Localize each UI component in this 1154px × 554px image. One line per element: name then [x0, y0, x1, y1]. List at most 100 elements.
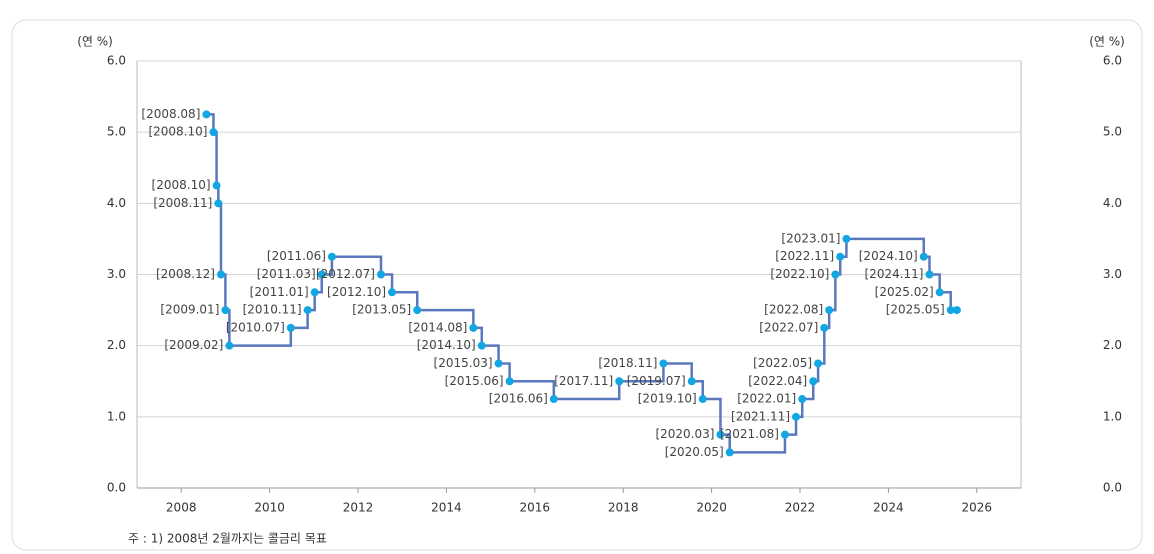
point-label: [2013.05] — [352, 303, 411, 317]
point — [842, 234, 851, 243]
point — [327, 252, 336, 261]
y-tick-label: 1.0 — [107, 409, 126, 423]
point — [212, 181, 221, 190]
y2-tick-label: 2.0 — [1103, 338, 1122, 352]
step-segment — [417, 308, 475, 328]
y-tick-label: 2.0 — [107, 338, 126, 352]
point-label: [2017.11] — [554, 374, 613, 388]
y-unit-right: (연 %) — [1089, 35, 1125, 49]
point-label: [2022.07] — [759, 320, 818, 334]
step-segment — [290, 310, 309, 330]
step-segment — [331, 255, 383, 275]
step-segment — [846, 237, 926, 257]
point-label: [2011.03] — [257, 267, 316, 281]
point — [209, 128, 218, 137]
point-label: [2011.06] — [267, 249, 326, 263]
point — [925, 270, 934, 279]
point — [317, 270, 326, 279]
point — [376, 270, 385, 279]
point — [214, 199, 223, 208]
point — [469, 323, 478, 332]
point-label: [2010.07] — [226, 320, 285, 334]
point — [792, 412, 801, 421]
y2-tick-label: 6.0 — [1103, 54, 1122, 68]
step-segment — [509, 380, 556, 400]
point-label: [2022.10] — [770, 267, 829, 281]
point-label: [2022.04] — [748, 374, 807, 388]
y2-tick-label: 5.0 — [1103, 125, 1122, 139]
x-tick-label: 2012 — [343, 501, 374, 515]
point-label: [2022.01] — [737, 392, 796, 406]
point-label: [2009.02] — [164, 338, 223, 352]
point-label: [2008.12] — [156, 267, 215, 281]
step-segment — [663, 362, 693, 382]
point — [413, 306, 422, 315]
point-label: [2020.03] — [655, 427, 714, 441]
point-label: [2010.11] — [243, 303, 302, 317]
step-segment — [729, 434, 787, 454]
point — [221, 306, 230, 315]
point — [946, 306, 955, 315]
y2-tick-label: 1.0 — [1103, 409, 1122, 423]
step-segment — [392, 291, 419, 311]
point — [798, 395, 807, 404]
y2-tick-label: 3.0 — [1103, 267, 1122, 281]
point — [825, 306, 834, 315]
point — [494, 359, 503, 368]
point-label: [2015.06] — [445, 374, 504, 388]
point-label: [2008.11] — [153, 196, 212, 210]
point — [303, 306, 312, 315]
point — [831, 270, 840, 279]
point-label: [2021.11] — [731, 409, 790, 423]
point — [225, 341, 234, 350]
point-label: [2025.02] — [875, 285, 934, 299]
x-tick-label: 2024 — [873, 501, 904, 515]
point — [388, 288, 397, 297]
point-label: [2014.08] — [408, 320, 467, 334]
point-label: [2018.11] — [598, 356, 657, 370]
point — [780, 430, 789, 439]
step-segment — [229, 327, 293, 347]
step-segment — [553, 381, 621, 401]
x-tick-label: 2008 — [166, 501, 197, 515]
point-label: [2020.05] — [665, 445, 724, 459]
point-label: [2008.10] — [152, 178, 211, 192]
point — [477, 341, 486, 350]
point-label: [2022.05] — [753, 356, 812, 370]
point-label: [2014.10] — [417, 338, 476, 352]
point-label: [2019.07] — [627, 374, 686, 388]
x-tick-label: 2026 — [962, 501, 993, 515]
point-label: [2024.11] — [865, 267, 924, 281]
point — [505, 377, 514, 386]
x-tick-label: 2010 — [254, 501, 285, 515]
point-label: [2022.08] — [764, 303, 823, 317]
x-tick-label: 2016 — [520, 501, 551, 515]
x-tick-label: 2014 — [431, 501, 462, 515]
y-tick-label: 6.0 — [107, 54, 126, 68]
point-label: [2016.06] — [489, 392, 548, 406]
point-label: [2008.08] — [141, 107, 200, 121]
point-label: [2025.05] — [886, 303, 945, 317]
point-label: [2009.01] — [160, 303, 219, 317]
y-tick-label: 5.0 — [107, 125, 126, 139]
y-tick-label: 0.0 — [107, 481, 126, 495]
x-tick-label: 2018 — [608, 501, 639, 515]
point — [919, 252, 928, 261]
note: 주 : 1) 2008년 2월까지는 콜금리 목표 — [128, 532, 327, 546]
y-unit-left: (연 %) — [77, 35, 113, 49]
y-tick-label: 3.0 — [107, 267, 126, 281]
point — [202, 110, 211, 119]
point-label: [2021.08] — [720, 427, 779, 441]
point-label: [2012.07] — [316, 267, 375, 281]
point — [286, 323, 295, 332]
point — [615, 377, 624, 386]
point-label: [2008.10] — [148, 125, 207, 139]
step-segment — [619, 363, 665, 383]
point — [216, 270, 225, 279]
point — [836, 252, 845, 261]
x-tick-label: 2020 — [696, 501, 727, 515]
point — [935, 288, 944, 297]
point-label: [2015.03] — [434, 356, 493, 370]
